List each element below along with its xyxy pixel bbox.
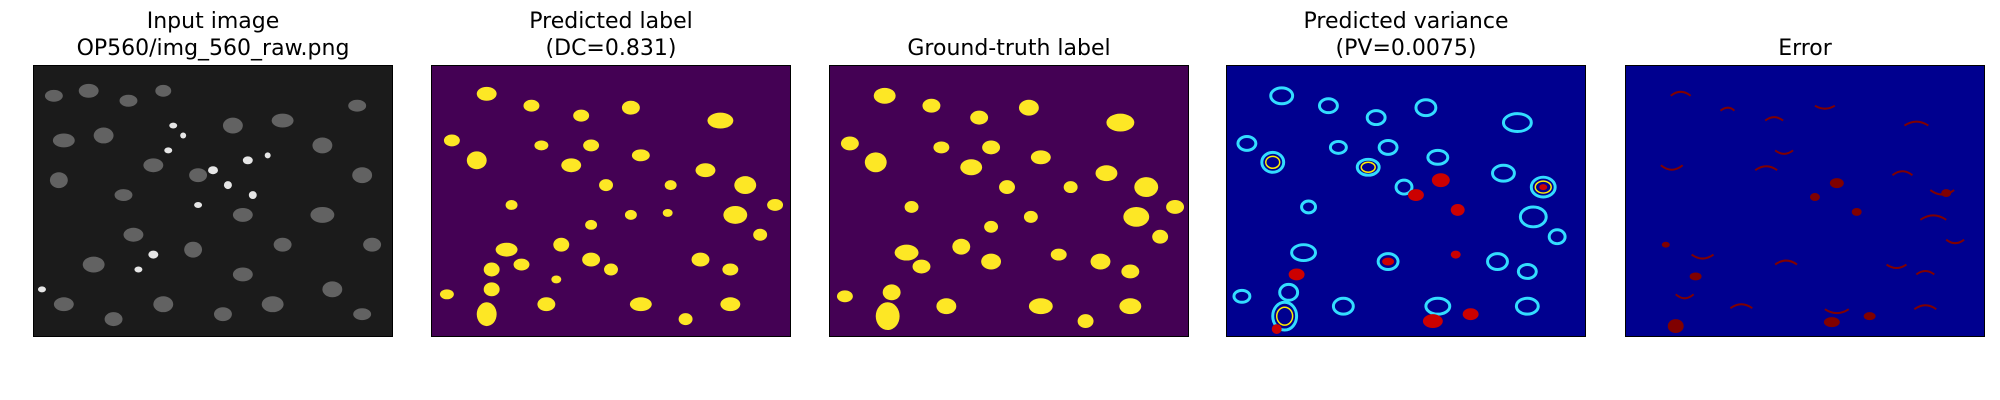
panel-title: Error <box>1625 8 1985 62</box>
predicted-label-frame <box>431 65 791 337</box>
input-image-frame <box>33 65 393 337</box>
title-text: Predicted label <box>529 9 693 34</box>
predicted-variance-image <box>1227 66 1585 336</box>
ground-truth-label-image <box>830 66 1188 336</box>
predicted-label-image <box>432 66 790 336</box>
input-image <box>34 66 392 336</box>
panel-ground-truth-label: Ground-truth label <box>829 0 1189 340</box>
panel-title: Predicted variance (PV=0.0075) <box>1226 8 1586 62</box>
panel-error: Error <box>1625 0 1985 340</box>
predicted-variance-frame <box>1226 65 1586 337</box>
panel-title: Input image OP560/img_560_raw.png <box>33 8 393 62</box>
panel-title: Ground-truth label <box>829 8 1189 62</box>
panel-input-image: Input image OP560/img_560_raw.png <box>33 0 393 340</box>
panel-title: Predicted label (DC=0.831) <box>431 8 791 62</box>
error-frame <box>1625 65 1985 337</box>
panel-predicted-variance: Predicted variance (PV=0.0075) <box>1226 0 1586 340</box>
error-image <box>1626 66 1984 336</box>
ground-truth-label-frame <box>829 65 1189 337</box>
subtitle-text: (PV=0.0075) <box>1335 36 1477 61</box>
title-text: Error <box>1778 36 1832 61</box>
title-text: Input image <box>146 9 280 34</box>
subtitle-text: (DC=0.831) <box>545 36 677 61</box>
panel-predicted-label: Predicted label (DC=0.831) <box>431 0 791 340</box>
title-text: Predicted variance <box>1303 9 1509 34</box>
title-text: Ground-truth label <box>907 36 1111 61</box>
subtitle-text: OP560/img_560_raw.png <box>76 36 350 61</box>
